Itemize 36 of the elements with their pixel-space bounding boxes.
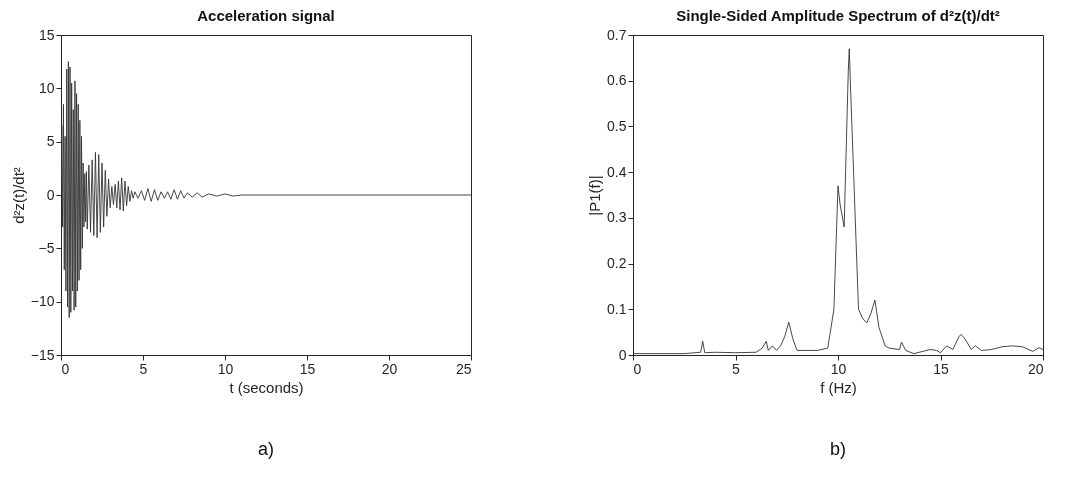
y-tick-label: 0.2 bbox=[607, 255, 627, 272]
y-tick-label: −5 bbox=[38, 239, 55, 256]
x-tick-label: 25 bbox=[455, 360, 472, 377]
text: b) bbox=[829, 439, 847, 459]
x-tick-label: 5 bbox=[139, 360, 148, 377]
y-tick-label: 0.6 bbox=[607, 72, 627, 89]
y-tick-label: 0 bbox=[46, 186, 55, 203]
x-tick-label: 20 bbox=[381, 360, 398, 377]
line-series bbox=[633, 48, 1043, 355]
x-tick-label: 0 bbox=[61, 360, 70, 377]
x-axis-title: t (seconds) bbox=[229, 378, 304, 396]
y-tick-label: 0.7 bbox=[607, 26, 627, 43]
chart-title: Single-Sided Amplitude Spectrum of d²z(t)/dt² bbox=[676, 7, 1000, 24]
x-tick-label: 15 bbox=[933, 360, 949, 377]
y-axis-title: |P1(f)| bbox=[586, 175, 604, 216]
y-tick-label: 0 bbox=[618, 346, 627, 363]
y-tick-label: 0.4 bbox=[607, 163, 627, 180]
x-tick-label: 10 bbox=[830, 360, 847, 377]
line-series bbox=[61, 61, 471, 319]
y-tick-label: 15 bbox=[38, 26, 55, 43]
x-tick-label: 10 bbox=[217, 360, 234, 377]
x-tick-label: 5 bbox=[732, 360, 741, 377]
text: a) bbox=[257, 439, 275, 459]
x-tick-label: 0 bbox=[633, 360, 642, 377]
x-axis-title: f (Hz) bbox=[820, 378, 857, 396]
y-tick-label: 10 bbox=[38, 79, 55, 96]
x-tick-label: 20 bbox=[1027, 360, 1044, 377]
y-axis-title: d²z(t)/dt² bbox=[9, 167, 27, 224]
y-tick-label: 0.1 bbox=[607, 300, 627, 317]
y-tick-label: 0.5 bbox=[607, 117, 627, 134]
y-tick-label: −10 bbox=[30, 293, 55, 310]
y-tick-label: −15 bbox=[30, 346, 55, 363]
y-tick-label: 0.3 bbox=[607, 209, 627, 226]
chart-title: Acceleration signal bbox=[197, 7, 335, 24]
y-tick-label: 5 bbox=[46, 133, 55, 150]
x-tick-label: 15 bbox=[299, 360, 316, 377]
